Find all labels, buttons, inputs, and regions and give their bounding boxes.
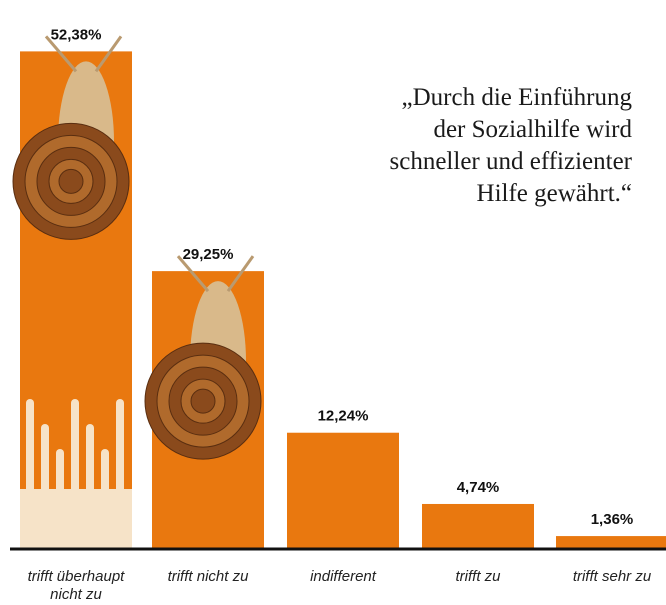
snail-shell [58, 168, 84, 194]
snail-shell [190, 388, 216, 414]
x-tick-label: trifft nicht zu [167, 568, 249, 585]
drip [116, 399, 124, 499]
bar [422, 503, 534, 549]
value-label: 4,74% [457, 479, 500, 496]
x-tick-label: indifferent [310, 568, 376, 585]
snail-antenna [176, 255, 210, 293]
x-tick-label: trifft überhaupt nicht zu [27, 568, 125, 603]
value-label: 1,36% [591, 511, 634, 528]
drip [41, 424, 49, 524]
drip-base [20, 489, 132, 549]
x-tick-label: trifft sehr zu [572, 568, 652, 585]
title-line: der Sozialhilfe wird [433, 116, 632, 143]
snail-antenna [226, 255, 255, 292]
value-label: 29,25% [183, 246, 234, 263]
drip [101, 449, 109, 549]
title-line: schneller und effizienter [389, 148, 632, 175]
x-tick-label: trifft zu [455, 568, 501, 585]
drip [56, 449, 64, 549]
bar [287, 432, 399, 549]
snail-antenna [44, 35, 78, 73]
bar [556, 536, 666, 549]
title-line: Hilfe gewährt.“ [476, 180, 632, 207]
value-label: 12,24% [318, 408, 369, 425]
drip [86, 424, 94, 524]
chart-title: „Durch die Einführung der Sozialhilfe wir… [390, 82, 632, 210]
value-label: 52,38% [51, 26, 102, 43]
snail-antenna [94, 35, 123, 73]
title-line: „Durch die Einführung [401, 84, 632, 111]
drip [71, 399, 79, 499]
drip [26, 399, 34, 499]
